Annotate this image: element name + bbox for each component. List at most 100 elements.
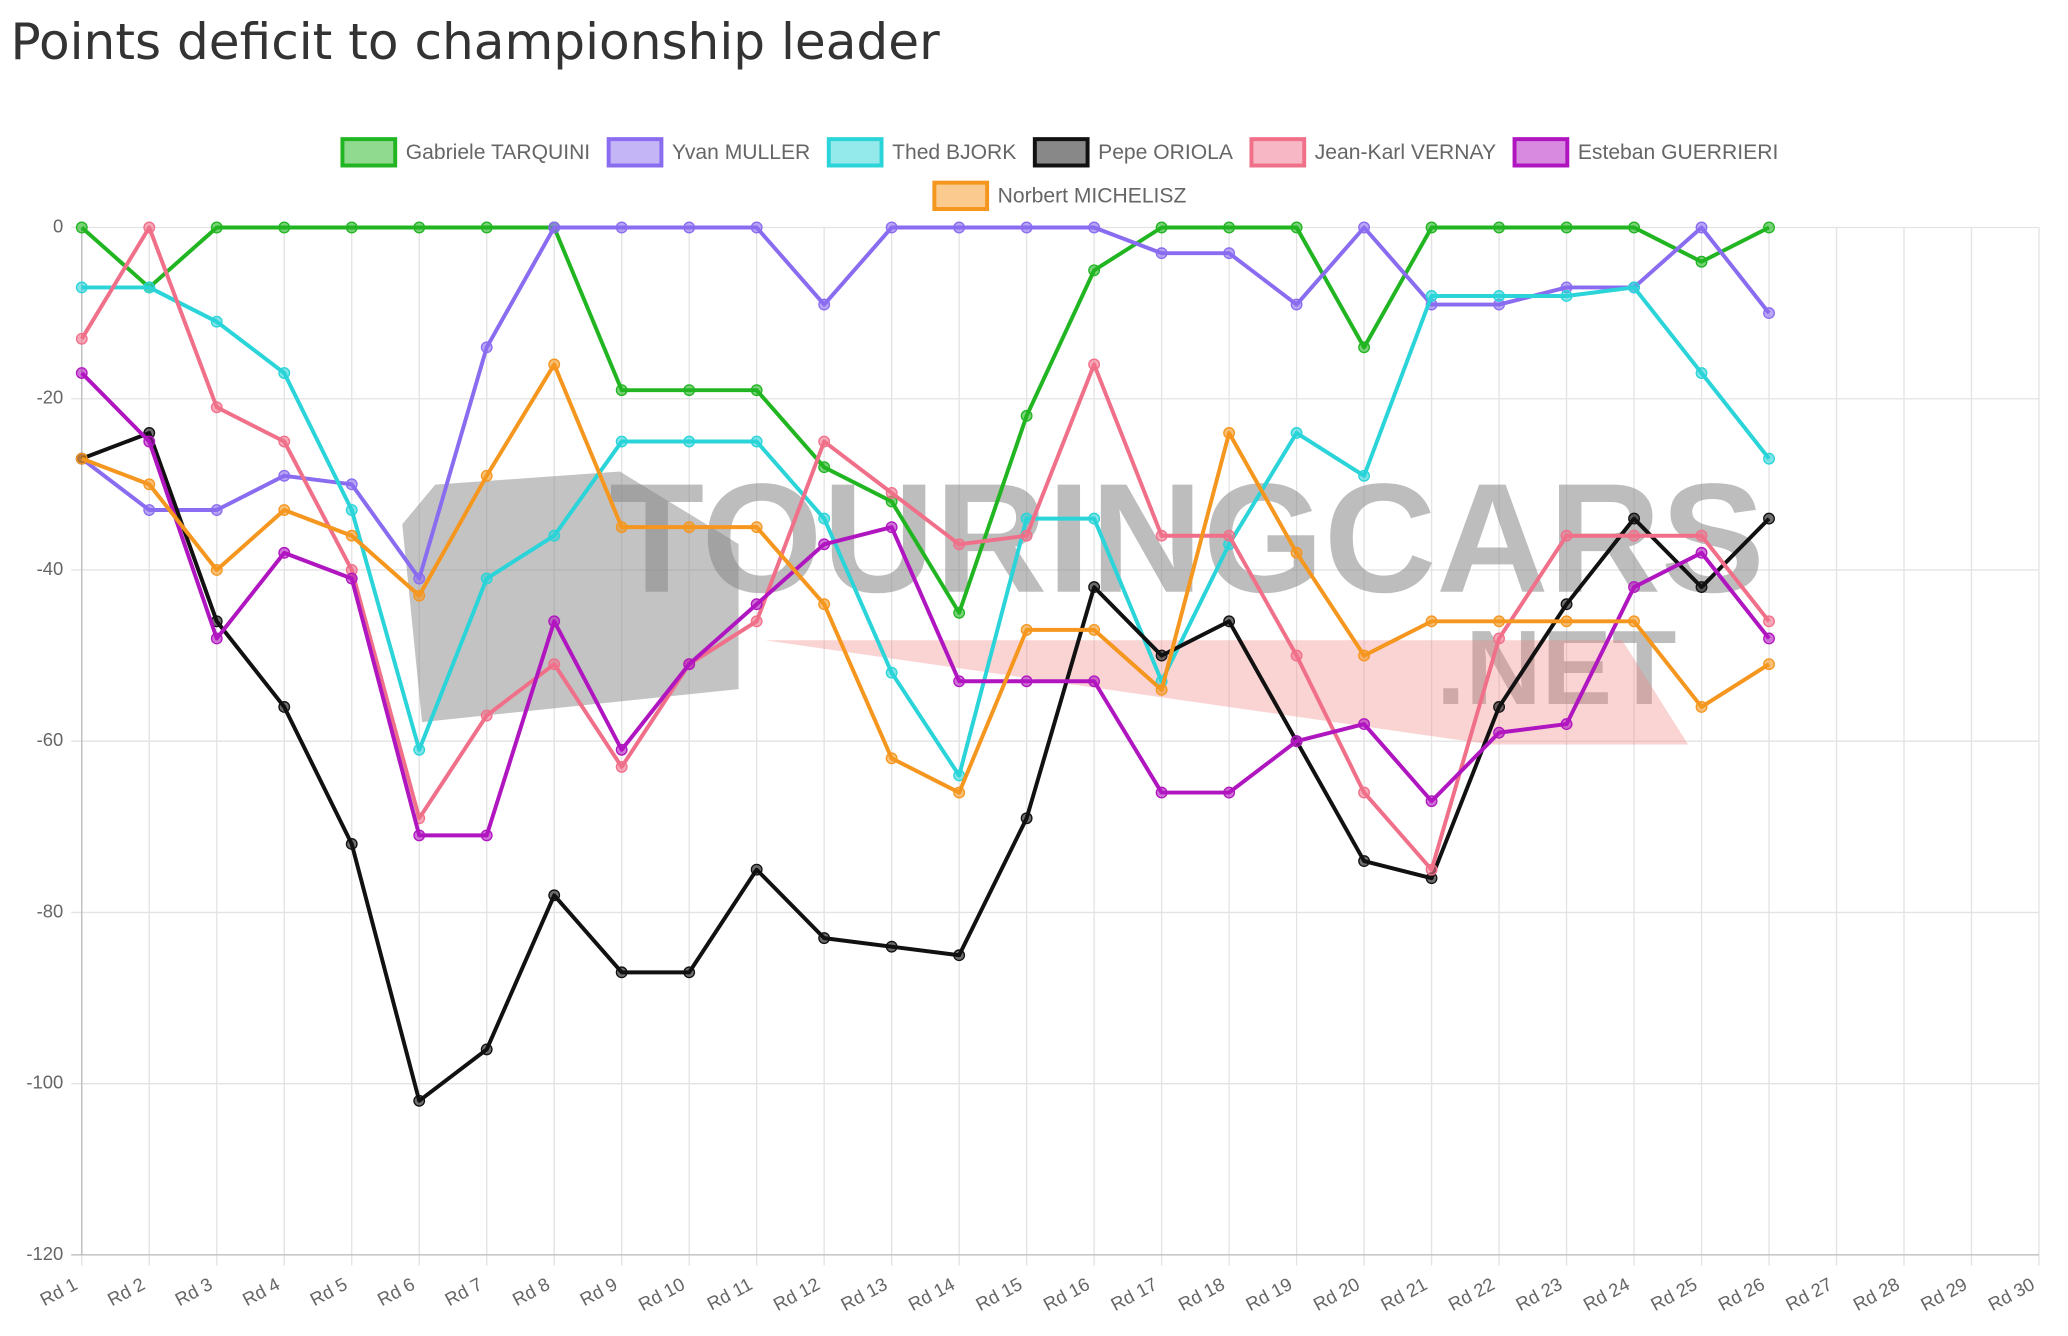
x-tick-label: Rd 18 bbox=[1175, 1273, 1228, 1315]
legend-item[interactable]: Norbert MICHELISZ bbox=[932, 180, 1186, 212]
data-point bbox=[210, 401, 223, 414]
data-point bbox=[1695, 546, 1708, 559]
data-point bbox=[885, 221, 898, 234]
data-point bbox=[1763, 307, 1775, 320]
x-tick-label: Rd 24 bbox=[1580, 1273, 1633, 1315]
series bbox=[75, 221, 1775, 876]
data-point bbox=[345, 478, 358, 491]
data-point bbox=[1020, 529, 1033, 542]
legend-item[interactable]: Gabriele TARQUINI bbox=[340, 137, 590, 168]
data-point bbox=[953, 675, 966, 688]
data-point bbox=[345, 221, 358, 234]
data-point bbox=[548, 615, 561, 628]
watermark-stripe bbox=[764, 640, 1689, 745]
data-point bbox=[615, 384, 628, 397]
data-point bbox=[1493, 701, 1505, 713]
data-point bbox=[1763, 615, 1775, 628]
data-point bbox=[1695, 221, 1708, 234]
x-tick-label: Rd 11 bbox=[703, 1273, 755, 1314]
data-point bbox=[1695, 529, 1708, 542]
data-point bbox=[953, 606, 966, 619]
data-point bbox=[683, 435, 696, 448]
data-point bbox=[750, 384, 763, 397]
data-point bbox=[1088, 358, 1101, 371]
legend-item[interactable]: Pepe ORIOLA bbox=[1032, 137, 1234, 168]
data-point bbox=[1223, 221, 1236, 234]
x-tick-label: Rd 20 bbox=[1310, 1273, 1363, 1315]
x-tick-label: Rd 9 bbox=[576, 1273, 620, 1310]
data-point bbox=[480, 829, 493, 842]
legend-item[interactable]: Jean-Karl VERNAY bbox=[1249, 137, 1496, 168]
data-point bbox=[1223, 247, 1236, 260]
data-point bbox=[75, 367, 88, 379]
data-point bbox=[1155, 683, 1168, 696]
series-line bbox=[80, 225, 1771, 872]
data-point bbox=[1425, 615, 1438, 628]
data-point bbox=[615, 966, 628, 979]
data-point bbox=[210, 632, 223, 645]
data-point bbox=[1020, 409, 1033, 422]
data-point bbox=[1088, 221, 1101, 234]
data-point bbox=[210, 221, 223, 234]
data-point bbox=[1493, 290, 1505, 302]
data-point bbox=[1493, 615, 1505, 628]
data-point bbox=[1763, 221, 1775, 234]
data-point bbox=[1763, 658, 1775, 671]
legend-item[interactable]: Esteban GUERRIERI bbox=[1512, 137, 1779, 168]
data-point bbox=[818, 435, 831, 448]
x-tick-label: Rd 28 bbox=[1850, 1273, 1903, 1315]
x-tick-label: Rd 16 bbox=[1040, 1273, 1093, 1315]
data-point bbox=[1290, 221, 1303, 234]
data-point bbox=[750, 435, 763, 448]
data-point bbox=[1290, 546, 1303, 559]
legend-label: Pepe ORIOLA bbox=[1098, 141, 1234, 164]
y-tick-label: -100 bbox=[26, 1072, 63, 1093]
data-point bbox=[1560, 529, 1573, 542]
watermark-car bbox=[402, 471, 739, 723]
data-point bbox=[1425, 221, 1438, 234]
series-line bbox=[81, 430, 1771, 1103]
data-point bbox=[750, 521, 763, 534]
series-line bbox=[81, 362, 1771, 795]
data-point bbox=[1695, 255, 1708, 268]
legend-swatch bbox=[1032, 137, 1090, 168]
data-point bbox=[75, 452, 88, 465]
data-point bbox=[615, 521, 628, 534]
data-point bbox=[1088, 623, 1101, 636]
data-point bbox=[413, 572, 426, 585]
data-point bbox=[750, 598, 763, 611]
data-point bbox=[278, 469, 291, 482]
legend-item[interactable]: Yvan MULLER bbox=[606, 137, 811, 168]
data-point bbox=[413, 743, 426, 756]
data-point bbox=[1155, 649, 1168, 662]
data-point bbox=[1155, 221, 1168, 234]
data-point bbox=[143, 281, 156, 294]
data-point bbox=[683, 521, 696, 534]
data-point bbox=[75, 281, 88, 294]
data-point bbox=[683, 221, 696, 234]
data-point bbox=[278, 546, 291, 559]
data-point bbox=[1358, 718, 1371, 731]
y-tick-label: -60 bbox=[37, 729, 64, 750]
x-tick-label: Rd 22 bbox=[1445, 1273, 1498, 1315]
x-tick-label: Rd 1 bbox=[36, 1273, 80, 1310]
data-point bbox=[413, 589, 426, 602]
chart-title: Points deficit to championship leader bbox=[11, 12, 941, 71]
data-point bbox=[345, 504, 358, 516]
data-point bbox=[548, 889, 561, 902]
legend-item[interactable]: Thed BJORK bbox=[826, 137, 1017, 168]
x-tick-label: Rd 2 bbox=[104, 1273, 148, 1310]
data-point bbox=[1358, 469, 1371, 482]
x-tick-label: Rd 25 bbox=[1647, 1273, 1700, 1315]
data-point bbox=[683, 658, 696, 671]
data-point bbox=[1020, 812, 1033, 825]
data-point bbox=[143, 478, 156, 491]
series-line bbox=[81, 285, 1771, 778]
data-point bbox=[345, 838, 358, 850]
data-point bbox=[1223, 529, 1236, 542]
data-point bbox=[1695, 367, 1708, 379]
data-point bbox=[1155, 247, 1168, 260]
data-point bbox=[1155, 786, 1168, 799]
data-point bbox=[480, 1043, 493, 1056]
data-point bbox=[885, 752, 898, 765]
